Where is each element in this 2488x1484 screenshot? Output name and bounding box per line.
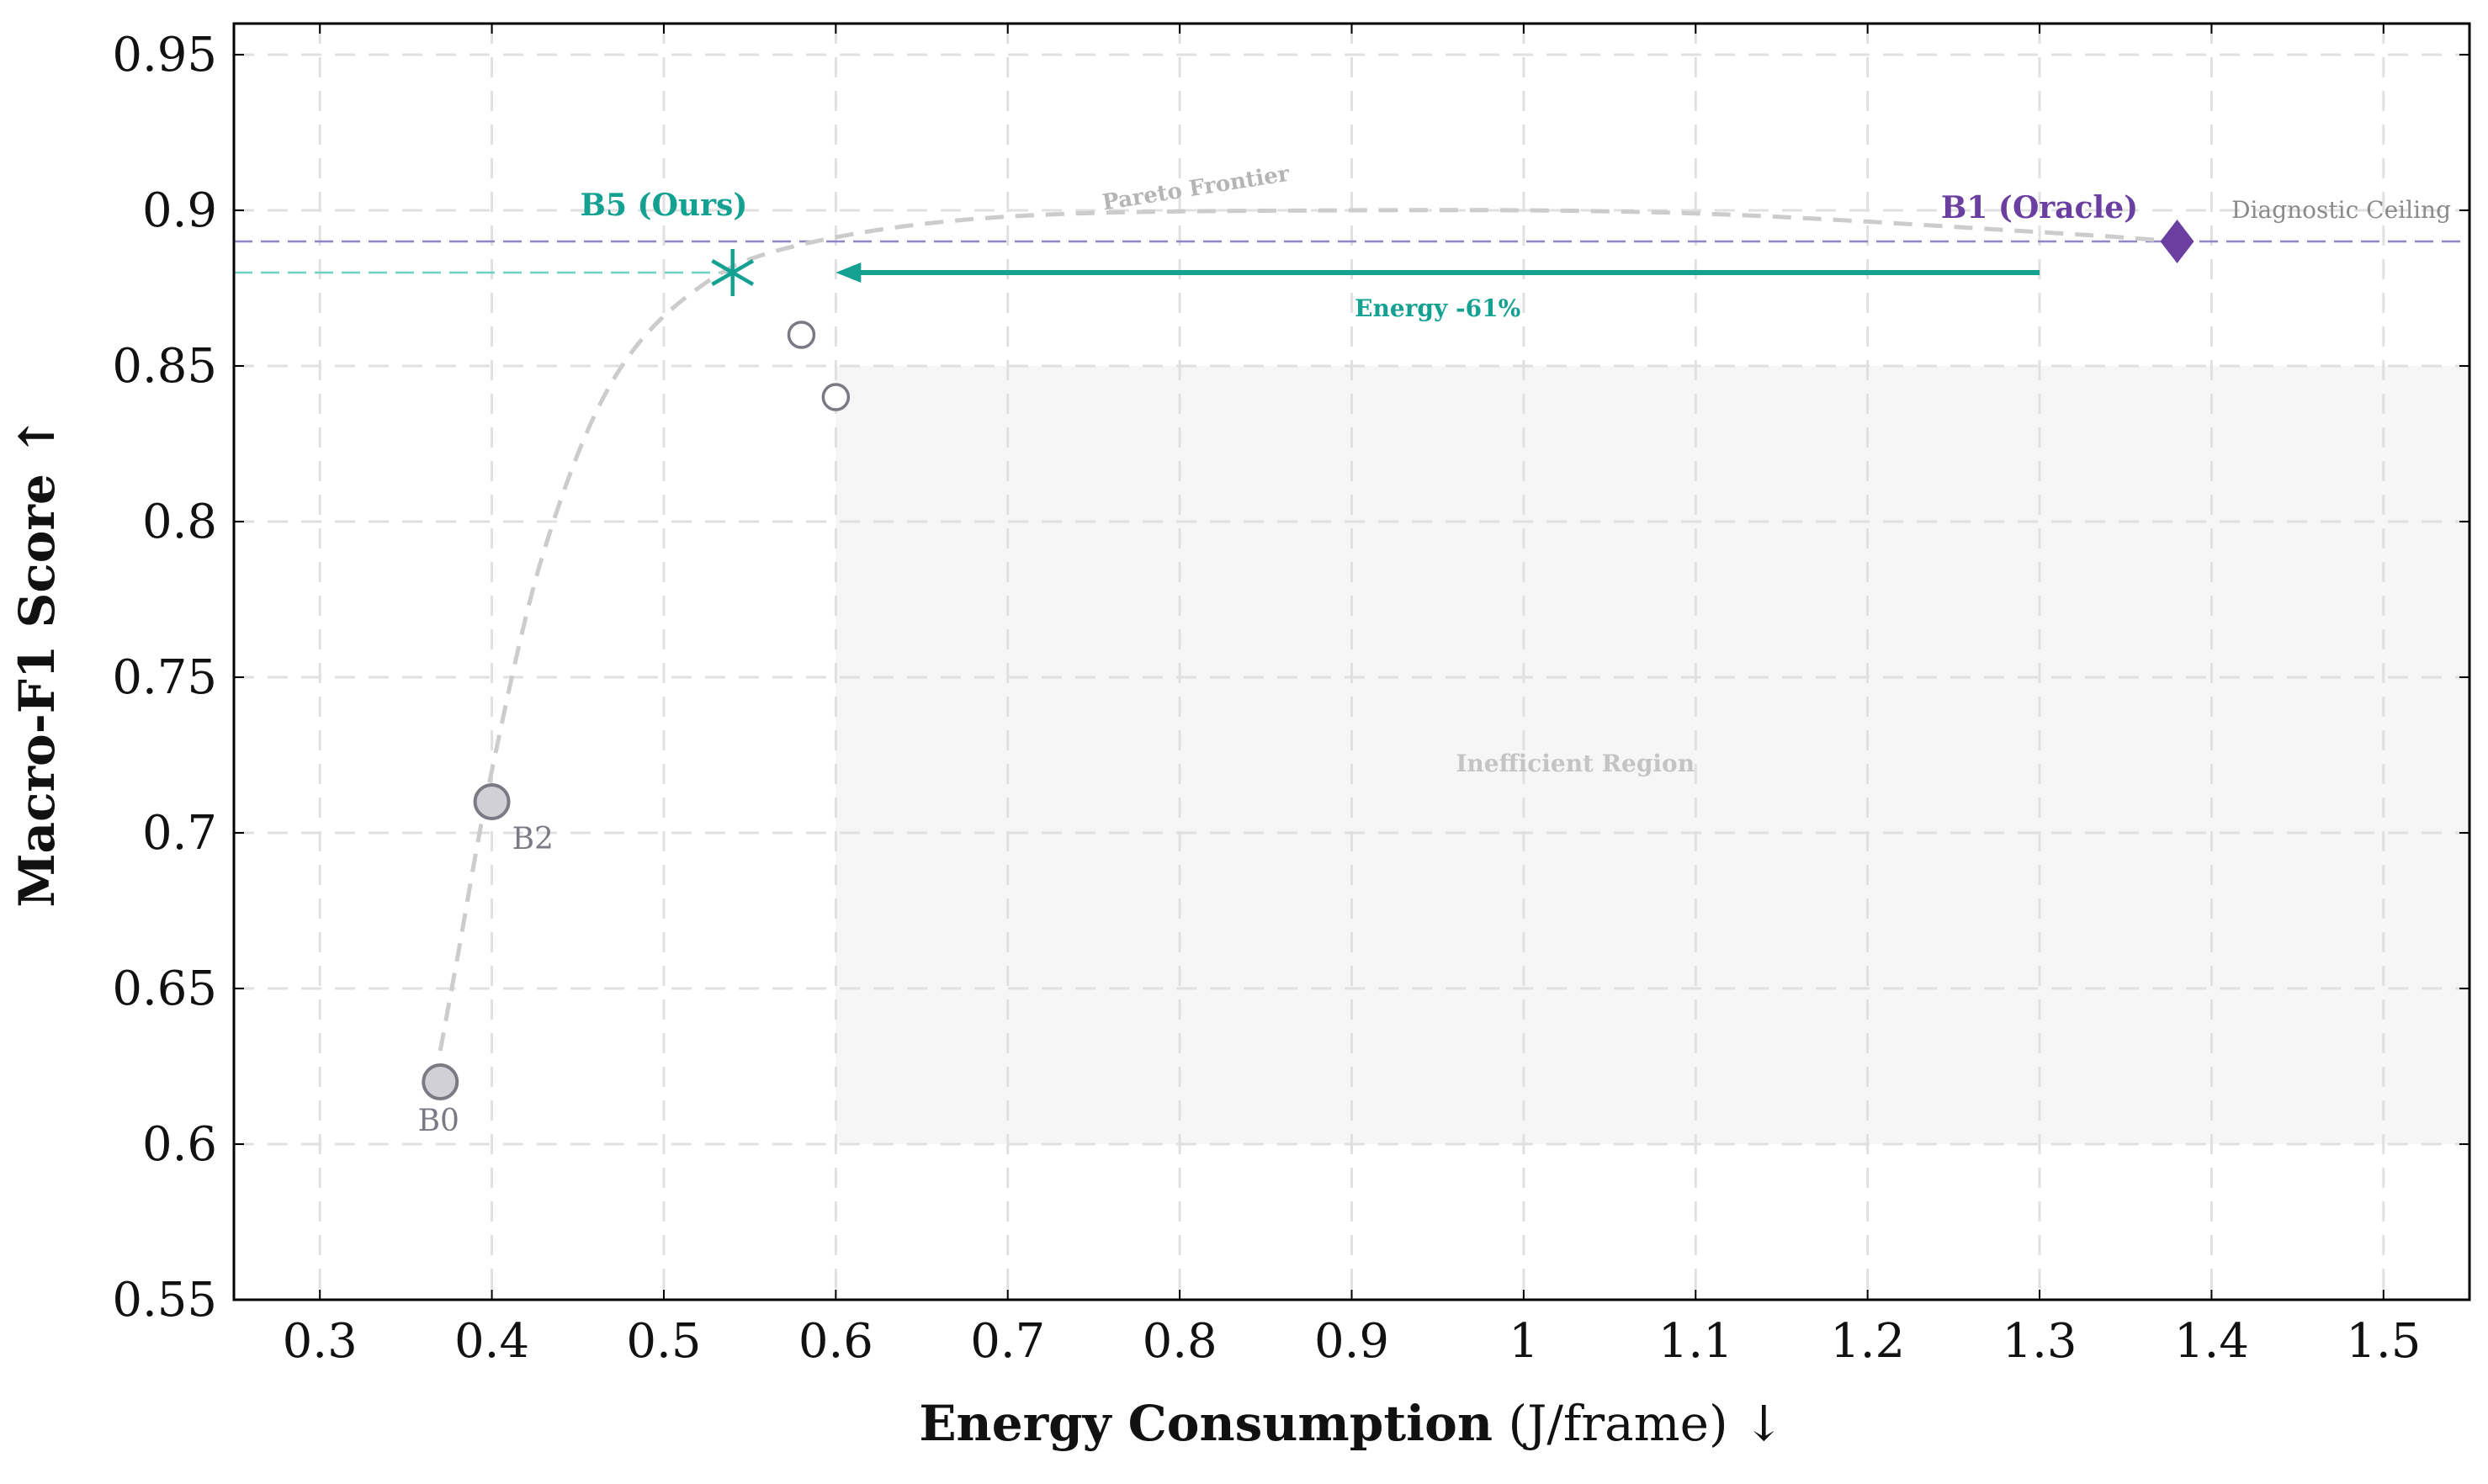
x-tick-label: 1.2 <box>1830 1314 1905 1369</box>
x-tick-label: 1 <box>1509 1314 1539 1369</box>
grid <box>234 24 2469 1301</box>
arrow-head <box>836 262 862 283</box>
plot-frame <box>232 22 2471 1301</box>
y-tick-label: 0.8 <box>142 495 217 549</box>
x-tick-label: 0.7 <box>970 1314 1045 1369</box>
y-tick-label: 0.55 <box>112 1273 217 1328</box>
point-b2 <box>473 783 511 820</box>
point-b5 <box>711 249 755 296</box>
point-unlabeled <box>787 321 816 349</box>
point-label-b5: B5 (Ours) <box>581 188 748 223</box>
y-tick-label: 0.65 <box>112 962 217 1016</box>
point-label-b1: B1 (Oracle) <box>1941 190 2138 225</box>
region-label: Inefficient Region <box>1456 750 1695 777</box>
data-points <box>422 220 2194 1100</box>
x-tick-label: 1.3 <box>2003 1314 2077 1369</box>
y-axis-title: Macro-F1 Score ↑ <box>8 416 66 907</box>
x-tick-label: 0.9 <box>1314 1314 1389 1369</box>
x-axis-title: Energy Consumption (J/frame) ↓ <box>919 1395 1784 1452</box>
x-tick-label: 0.4 <box>454 1314 529 1369</box>
x-tick-label: 0.6 <box>798 1314 873 1369</box>
x-tick-label: 1.1 <box>1658 1314 1733 1369</box>
x-tick-label: 1.5 <box>2346 1314 2421 1369</box>
point-unlabeled <box>821 383 851 411</box>
x-axis-title-main: Energy Consumption <box>919 1395 1493 1452</box>
inefficient-region <box>836 366 2469 1144</box>
y-tick-label: 0.95 <box>112 28 217 82</box>
y-tick-label: 0.6 <box>142 1117 217 1172</box>
arrow-label: Energy -61% <box>1355 294 1520 322</box>
point-label-b2: B2 <box>512 822 554 856</box>
y-tick-label: 0.7 <box>142 806 217 861</box>
star-stroke <box>711 259 755 286</box>
y-tick-label: 0.9 <box>142 183 217 238</box>
pareto-frontier-curve <box>438 208 2178 1052</box>
point-b1 <box>2160 220 2194 263</box>
pareto-frontier-label: Pareto Frontier <box>1101 162 1292 216</box>
point-label-b0: B0 <box>418 1104 459 1138</box>
diagnostic-ceiling-label: Diagnostic Ceiling <box>2231 196 2451 224</box>
axis-ticks: 0.3 0.4 0.5 0.6 0.7 0.8 0.9 1 1.1 1.2 1.3 1.4 1.5 0.5… <box>112 24 2469 1369</box>
x-tick-label: 1.4 <box>2174 1314 2249 1369</box>
reference-lines <box>234 240 2469 274</box>
x-axis-title-unit: (J/frame) ↓ <box>1493 1395 1785 1452</box>
y-tick-label: 0.85 <box>112 339 217 394</box>
x-tick-label: 0.3 <box>283 1314 358 1369</box>
energy-arrow <box>836 262 2040 283</box>
point-b0 <box>422 1063 459 1100</box>
x-tick-label: 0.5 <box>626 1314 701 1369</box>
y-tick-label: 0.75 <box>112 650 217 705</box>
x-tick-label: 0.8 <box>1143 1314 1217 1369</box>
